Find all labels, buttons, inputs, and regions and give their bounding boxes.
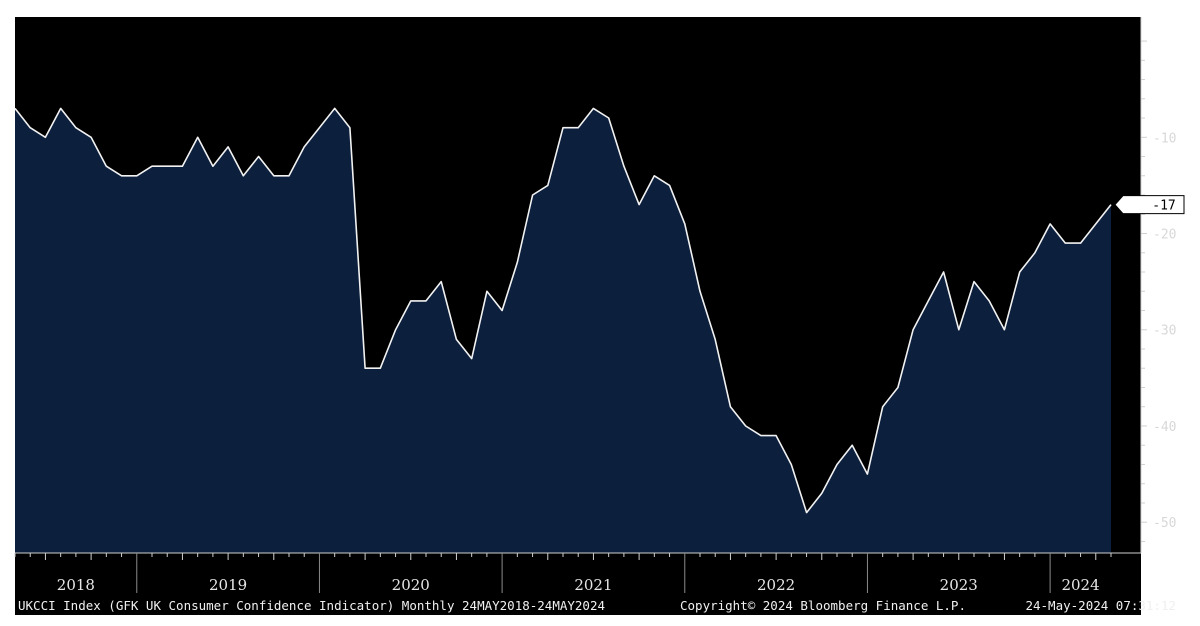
timestamp-text: 24-May-2024 07:31:12 [1025, 598, 1176, 613]
plot-area [14, 107, 1112, 554]
x-year-label: 2023 [940, 576, 978, 594]
last-value-label: -17 [1152, 199, 1175, 214]
y-tick-label: -50 [1153, 516, 1176, 531]
y-tick-label: -20 [1153, 228, 1176, 243]
footer: UKCCI Index (GFK UK Consumer Confidence … [18, 598, 1176, 613]
x-year-label: 2022 [757, 576, 795, 594]
y-tick-label: -10 [1153, 131, 1176, 146]
y-axis: -10 -20 -30 -40 -50 -17 [1114, 17, 1185, 553]
x-year-label: 2024 [1061, 576, 1099, 594]
x-year-label: 2021 [574, 576, 612, 594]
index-description: UKCCI Index (GFK UK Consumer Confidence … [18, 598, 605, 613]
x-year-label: 2020 [392, 576, 430, 594]
last-value-marker [1114, 195, 1185, 215]
y-tick-label: -40 [1153, 420, 1176, 435]
x-year-label: 2018 [57, 576, 95, 594]
copyright-text: Copyright© 2024 Bloomberg Finance L.P. [680, 598, 966, 613]
series-area [15, 108, 1111, 554]
x-year-label: 2019 [209, 576, 247, 594]
y-tick-label: -30 [1153, 324, 1176, 339]
x-axis: 2018 2019 2020 2021 2022 2023 2024 [14, 552, 1141, 594]
series-line [14, 107, 1112, 514]
